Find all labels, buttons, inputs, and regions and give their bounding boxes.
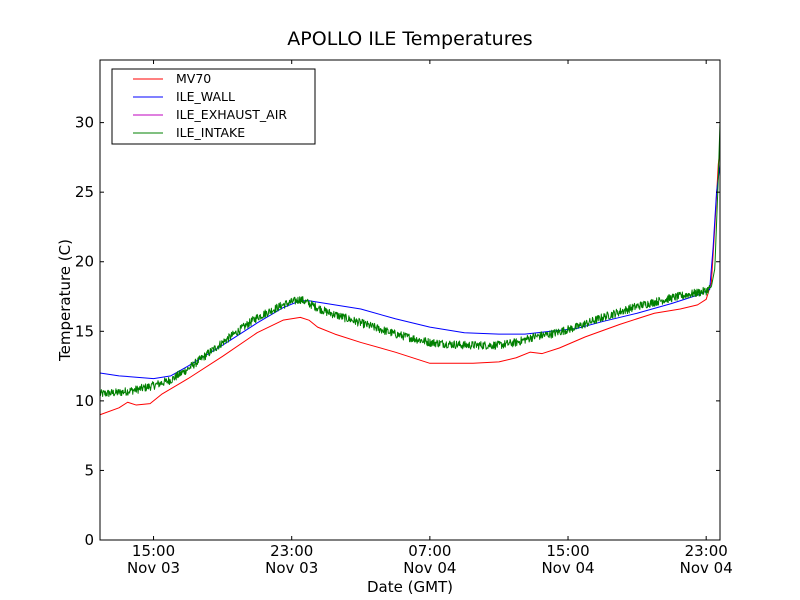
x-tick-label-date: Nov 04 xyxy=(541,559,594,577)
legend: MV70 ILE_WALL ILE_EXHAUST_AIR ILE_INTAKE xyxy=(111,68,316,145)
y-tick-label: 15 xyxy=(75,322,94,340)
y-tick-label: 30 xyxy=(75,114,94,132)
y-tick-label: 5 xyxy=(84,461,94,479)
legend-label: ILE_EXHAUST_AIR xyxy=(176,107,287,122)
x-axis-label: Date (GMT) xyxy=(367,578,453,596)
x-tick-label-time: 23:00 xyxy=(685,542,728,560)
plot-frame xyxy=(99,59,721,541)
x-tick-label-date: Nov 04 xyxy=(680,559,733,577)
y-tick-label: 25 xyxy=(75,183,94,201)
series-line-ile-intake xyxy=(99,122,721,398)
y-tick-label: 20 xyxy=(75,253,94,271)
x-tick-label-time: 07:00 xyxy=(408,542,451,560)
x-tick-label-date: Nov 03 xyxy=(127,559,180,577)
y-tick-label: 0 xyxy=(84,531,94,549)
x-tick-label-date: Nov 03 xyxy=(265,559,318,577)
chart-title: APOLLO ILE Temperatures xyxy=(287,28,532,50)
x-tick-label-time: 15:00 xyxy=(132,542,175,560)
legend-label: ILE_WALL xyxy=(176,89,235,104)
x-tick-label-time: 23:00 xyxy=(270,542,313,560)
series-line-mv70 xyxy=(99,150,721,416)
series-layer xyxy=(99,122,721,416)
legend-frame xyxy=(111,68,316,145)
legend-label: ILE_INTAKE xyxy=(176,125,245,140)
x-tick-label-time: 15:00 xyxy=(546,542,589,560)
x-tick-label-date: Nov 04 xyxy=(403,559,456,577)
y-axis-label: Temperature (C) xyxy=(56,239,74,362)
y-tick-label: 10 xyxy=(75,392,94,410)
legend-label: MV70 xyxy=(176,71,211,86)
